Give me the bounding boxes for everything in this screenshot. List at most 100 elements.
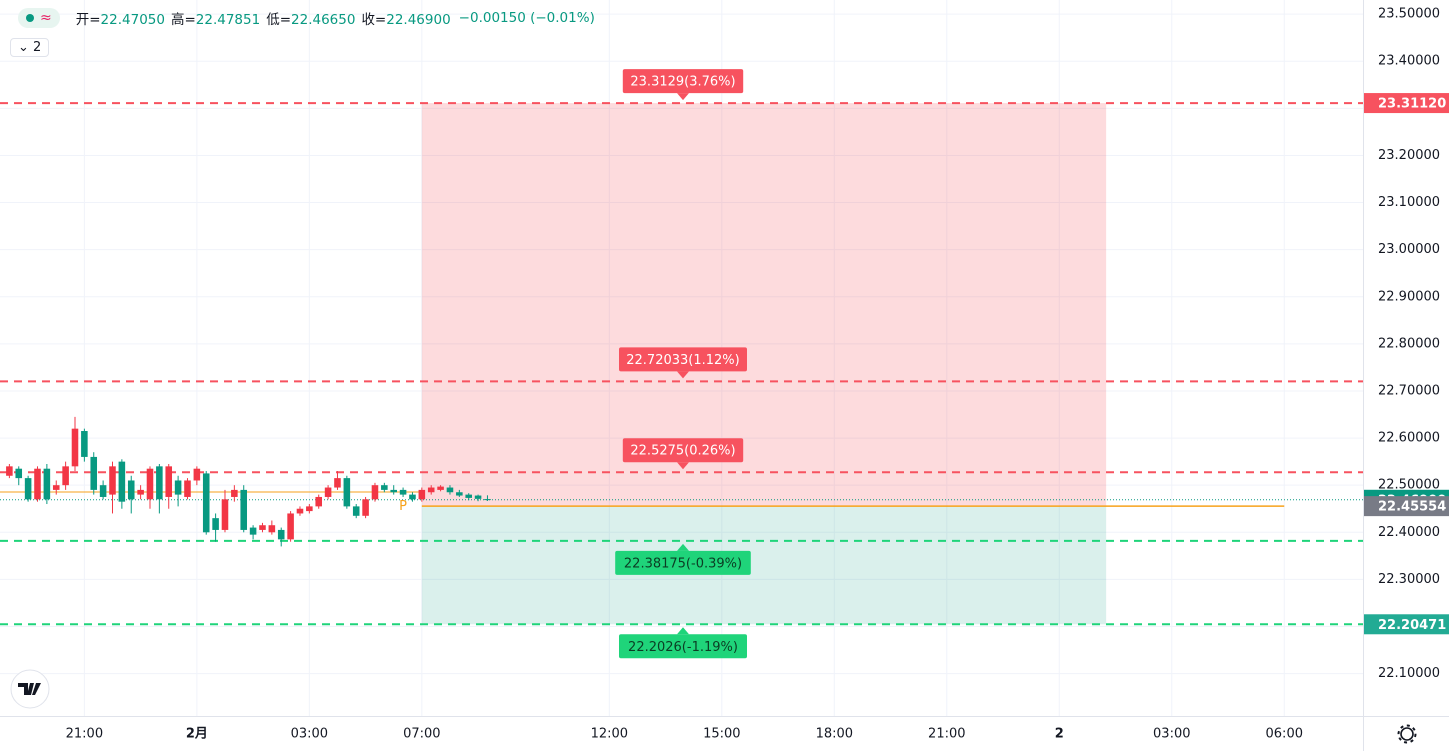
candle-body	[240, 489, 248, 530]
candle-body	[127, 480, 135, 500]
status-dot	[26, 14, 34, 22]
x-tick-label: 2	[1055, 727, 1064, 742]
axis-badge	[1364, 614, 1449, 635]
y-tick-label: 22.30000	[1378, 572, 1440, 587]
x-tick-label: 15:00	[703, 727, 740, 742]
level-label: 22.38175(-0.39%)	[624, 556, 742, 571]
y-tick-label: 22.80000	[1378, 336, 1440, 351]
candle-body	[390, 489, 397, 493]
axis-badge-label: 22.45554	[1378, 500, 1446, 515]
level-label: 22.2026(-1.19%)	[628, 640, 738, 655]
x-tick-label: 03:00	[291, 727, 328, 742]
y-tick-label: 22.90000	[1378, 289, 1440, 304]
candle-body	[343, 478, 351, 507]
candle-body	[484, 499, 491, 501]
x-tick-label: 07:00	[403, 727, 440, 742]
axis-badge-label: 22.20471	[1378, 618, 1446, 633]
candle-body	[418, 489, 426, 500]
level-label-box	[622, 438, 744, 463]
ohlc-value: 22.47851	[195, 12, 261, 28]
ohlc-value: 22.47050	[100, 12, 165, 28]
candle-body	[352, 506, 360, 516]
candle-body	[474, 495, 482, 499]
axis-badge-label: 23.31120	[1378, 97, 1446, 112]
indicator-toggle[interactable]: ⌄ 2	[10, 38, 50, 57]
level-label: 22.72033(1.12%)	[626, 353, 739, 368]
candle-body	[118, 461, 126, 502]
change: −0.00150 (−0.01%)	[458, 10, 595, 26]
x-tick-label: 06:00	[1266, 727, 1303, 742]
candle-body	[24, 478, 32, 500]
candle-body	[334, 478, 341, 488]
x-tick-label: 21:00	[66, 727, 103, 742]
ohlc-header: ≈ 开=22.47050 高=22.47851 低=22.46650 收=22.469…	[18, 8, 595, 28]
ohlc-key: 开=	[75, 12, 101, 28]
candle-body	[34, 468, 41, 500]
ohlc-key: 低=	[266, 12, 292, 28]
candle-body	[259, 525, 266, 530]
settings	[1400, 727, 1414, 741]
x-tick-label: 2月	[186, 727, 208, 742]
y-tick-label: 22.40000	[1378, 525, 1440, 540]
x-tick-label: 12:00	[591, 727, 628, 742]
candle-body	[156, 466, 163, 500]
candle-body	[193, 468, 201, 481]
candle-body	[15, 468, 23, 479]
wave-icon: ≈	[40, 10, 52, 26]
y-tick-label: 23.40000	[1378, 54, 1440, 69]
level-label-arrow	[677, 543, 689, 551]
candle-body	[6, 466, 13, 476]
candle-body	[174, 480, 182, 495]
candle-body	[109, 466, 116, 495]
level-label-box	[619, 347, 747, 372]
candle-body	[137, 489, 144, 495]
level-label-box	[615, 550, 751, 575]
candle-body	[249, 527, 257, 535]
candle-body	[52, 485, 60, 490]
candle-body	[212, 518, 219, 530]
candle-body	[202, 473, 210, 533]
candle-body	[324, 487, 332, 497]
indicator-count: 2	[33, 40, 42, 55]
marker: P	[399, 499, 407, 514]
candle-body	[43, 468, 51, 500]
level-label: 23.3129(3.76%)	[630, 75, 735, 90]
candle-body	[231, 489, 238, 497]
ohlc-key: 收=	[361, 12, 387, 28]
level-label-box	[619, 634, 747, 659]
candle-body	[371, 485, 379, 500]
candle-body	[277, 529, 285, 540]
candle-body	[362, 499, 369, 516]
ohlc-items: 开=22.47050 高=22.47851 低=22.46650 收=22.46900	[70, 8, 451, 28]
settings-ring[interactable]	[1397, 724, 1417, 744]
candle-body	[62, 466, 69, 486]
level-label-arrow	[677, 462, 689, 470]
logo-mark	[18, 683, 41, 695]
candle-body	[90, 456, 98, 490]
candle-body	[287, 513, 294, 540]
ohlc-value: 22.46900	[386, 12, 451, 28]
level-label-arrow	[677, 371, 689, 379]
y-tick-label: 22.60000	[1378, 431, 1440, 446]
y-tick-label: 23.10000	[1378, 195, 1440, 210]
axis-badge	[1364, 496, 1449, 517]
candle-body	[306, 506, 313, 512]
symbol-status[interactable]: ≈	[18, 8, 60, 28]
y-tick-label: 23.00000	[1378, 242, 1440, 257]
ohlc-value: 22.46650	[291, 12, 356, 28]
x-tick-label: 03:00	[1153, 727, 1190, 742]
candle-body	[381, 485, 388, 490]
y-tick-label: 22.50000	[1378, 478, 1440, 493]
candle-body	[184, 480, 191, 497]
candle-body	[296, 508, 304, 514]
target-zone	[421, 506, 1107, 625]
level-label-arrow	[677, 93, 689, 101]
y-tick-label: 22.10000	[1378, 666, 1440, 681]
level-label-arrow	[677, 627, 689, 635]
candle-body	[146, 468, 154, 500]
candle-body	[465, 494, 472, 498]
candle-body	[165, 466, 173, 497]
candle-body	[81, 431, 88, 457]
candle-body	[399, 489, 407, 495]
